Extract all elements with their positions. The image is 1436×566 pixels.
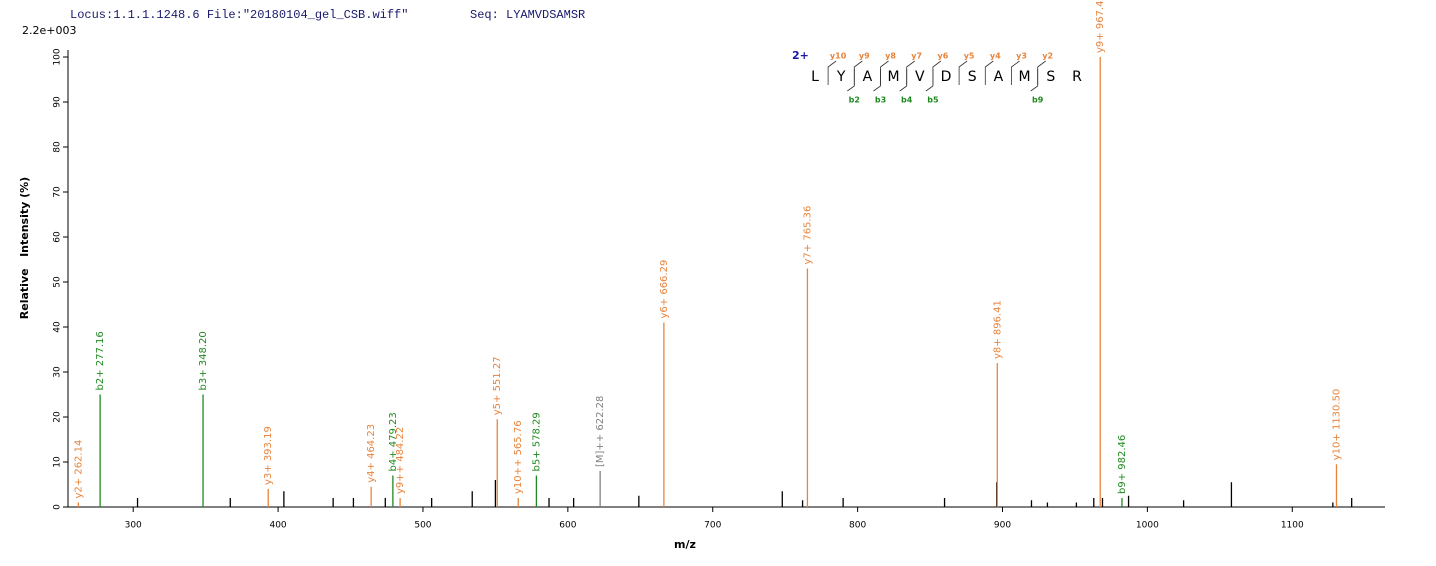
y-ion-bracket: [984, 60, 994, 85]
residue: S: [1046, 69, 1055, 85]
y-ion: y2: [1042, 52, 1053, 61]
x-tick-label: 700: [704, 521, 721, 531]
peak-label: y10++ 565.76: [513, 420, 524, 494]
peak-label: y5+ 551.27: [492, 356, 503, 415]
y-ion-bracket: [906, 60, 915, 85]
y-ion: y5: [964, 52, 975, 61]
y-ion: y7: [911, 52, 922, 61]
y-ion: y10: [830, 52, 847, 61]
peak-label: y3+ 393.19: [263, 426, 274, 485]
b-ion: b4: [901, 96, 913, 105]
y-tick-label: 100: [53, 48, 63, 65]
y-tick-label: 30: [53, 366, 63, 378]
x-tick-label: 300: [125, 521, 142, 531]
y-ion-bracket: [827, 60, 837, 85]
x-tick-label: 1000: [1136, 521, 1159, 531]
residue: D: [941, 69, 952, 85]
b-ion: b2: [849, 96, 860, 105]
x-axis-title: m/z: [674, 538, 696, 551]
peak-label: b9+ 982.46: [1117, 435, 1128, 494]
y-ion: y6: [938, 52, 949, 61]
max-intensity: 2.2e+003: [22, 24, 76, 37]
y-tick-label: 0: [53, 504, 63, 510]
peak-label: y4+ 464.23: [366, 424, 377, 483]
peak-label: y10+ 1130.50: [1331, 389, 1342, 461]
x-tick-label: 600: [559, 521, 576, 531]
x-tick-label: 1100: [1281, 521, 1304, 531]
y-ion-bracket: [958, 60, 968, 85]
b-ion: b5: [927, 96, 939, 105]
peak-label: y7+ 765.36: [802, 206, 813, 265]
residue: Y: [836, 69, 846, 85]
y-ion: y4: [990, 52, 1001, 61]
peak-label: [M]++ 622.28: [595, 396, 606, 467]
y-tick-label: 80: [53, 141, 63, 153]
b-ion-bracket: [925, 69, 934, 92]
y-ion: y3: [1016, 52, 1027, 61]
sequence-header: Seq: LYAMVDSAMSR: [470, 8, 585, 22]
peak-label: y9+ 967.44: [1095, 0, 1106, 53]
peak-label: y9++ 484.22: [395, 427, 406, 494]
charge: 2+: [792, 49, 809, 62]
x-tick-label: 500: [414, 521, 431, 531]
peak-label: b3+ 348.20: [198, 331, 209, 390]
peak-label: b2+ 277.16: [95, 331, 106, 390]
y-tick-label: 10: [53, 456, 63, 468]
y-ion-bracket: [1011, 60, 1020, 85]
b-ion: b9: [1032, 96, 1044, 105]
b-ion-bracket: [1030, 69, 1039, 92]
b-ion: b3: [875, 96, 886, 105]
b-ion-bracket: [899, 69, 908, 92]
residue: M: [888, 69, 900, 85]
residue: L: [811, 69, 819, 85]
x-tick-label: 400: [269, 521, 286, 531]
y-tick-label: 90: [53, 96, 63, 108]
peak-label: b4+ 479.23: [388, 412, 399, 471]
peak-label: y2+ 262.14: [73, 440, 84, 499]
y-ion-bracket: [853, 60, 863, 85]
residue: M: [1019, 69, 1031, 85]
y-ion: y8: [885, 52, 896, 61]
residue: S: [968, 69, 977, 85]
y-tick-label: 20: [53, 411, 63, 423]
residue: R: [1072, 69, 1082, 85]
peak-label: y8+ 896.41: [992, 300, 1003, 359]
y-ion-bracket: [1037, 60, 1046, 85]
y-tick-label: 40: [53, 321, 63, 333]
residue: A: [994, 69, 1004, 85]
x-tick-label: 900: [994, 521, 1011, 531]
y-tick-label: 60: [53, 231, 63, 243]
y-tick-label: 50: [53, 276, 63, 288]
peak-label: b5+ 578.29: [531, 412, 542, 471]
y-tick-label: 70: [53, 186, 63, 198]
b-ion-bracket: [847, 69, 855, 92]
locus: Locus:1.1.1.1248.6 File:"20180104_gel_CS…: [70, 8, 408, 22]
x-tick-label: 800: [849, 521, 866, 531]
peak-label: y6+ 666.29: [659, 260, 670, 319]
y-axis-title: Relative Intensity (%): [18, 177, 31, 319]
b-ion-bracket: [873, 69, 881, 92]
residue: V: [915, 69, 925, 85]
y-ion: y9: [859, 52, 870, 61]
residue: A: [863, 69, 873, 85]
